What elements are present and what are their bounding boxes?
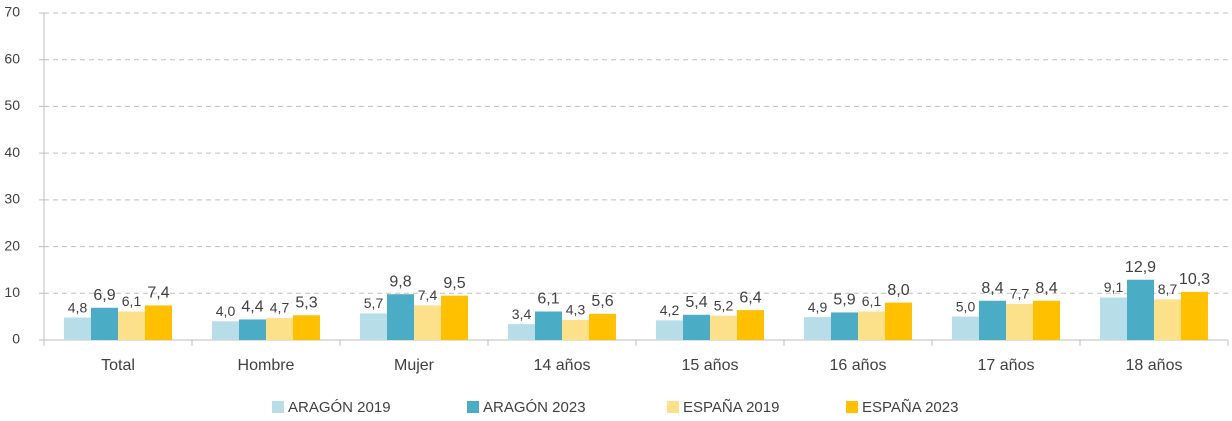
y-tick-label: 50 <box>4 97 20 113</box>
data-label: 3,4 <box>512 306 532 322</box>
bar <box>1127 279 1154 340</box>
y-tick-label: 60 <box>4 50 20 66</box>
data-label: 5,9 <box>833 292 855 309</box>
data-label: 4,9 <box>808 299 828 315</box>
data-label: 4,7 <box>270 300 290 316</box>
x-tick-label: Hombre <box>238 357 295 374</box>
bar <box>1100 297 1127 340</box>
bar <box>441 295 468 340</box>
bar <box>804 317 831 340</box>
data-label: 8,7 <box>1158 281 1178 297</box>
x-tick-label: Total <box>101 357 135 374</box>
x-tick-label: 15 años <box>682 357 739 374</box>
bar <box>212 321 239 340</box>
bar <box>535 311 562 340</box>
data-label: 8,0 <box>887 282 909 299</box>
bar <box>683 314 710 340</box>
data-label: 4,8 <box>68 299 88 315</box>
bar <box>656 320 683 340</box>
bar <box>360 313 387 340</box>
bar <box>1154 299 1181 340</box>
data-label: 5,0 <box>956 298 976 314</box>
data-label: 6,1 <box>862 293 882 309</box>
legend-swatch <box>467 401 479 413</box>
bar <box>979 300 1006 340</box>
bar <box>952 316 979 340</box>
data-label: 5,7 <box>364 295 384 311</box>
bar <box>710 315 737 340</box>
bar <box>831 312 858 340</box>
y-tick-label: 0 <box>12 331 20 347</box>
data-label: 9,8 <box>389 273 411 290</box>
x-tick-label: 18 años <box>1126 357 1183 374</box>
data-label: 7,7 <box>1010 286 1030 302</box>
bar <box>414 305 441 340</box>
bar <box>589 313 616 340</box>
y-tick-label: 70 <box>4 4 20 20</box>
data-label: 9,5 <box>443 275 465 292</box>
data-label: 6,1 <box>122 293 142 309</box>
data-label: 5,4 <box>685 294 707 311</box>
data-label: 4,2 <box>660 302 680 318</box>
y-tick-label: 30 <box>4 191 20 207</box>
data-label: 5,2 <box>714 297 734 313</box>
bar <box>1006 304 1033 340</box>
legend-label: ESPAÑA 2019 <box>683 399 779 416</box>
x-tick-label: 17 años <box>978 357 1035 374</box>
data-label: 6,4 <box>739 289 761 306</box>
data-label: 8,4 <box>981 280 1003 297</box>
data-label: 5,3 <box>295 294 317 311</box>
bar <box>1033 300 1060 340</box>
data-label: 7,4 <box>418 287 438 303</box>
bar <box>508 324 535 340</box>
legend-swatch <box>272 401 284 413</box>
data-label: 4,4 <box>241 299 263 316</box>
data-label: 10,3 <box>1179 271 1210 288</box>
data-label: 4,3 <box>566 302 586 318</box>
bar <box>293 315 320 340</box>
bar <box>858 311 885 340</box>
bar <box>64 317 91 340</box>
bar <box>885 302 912 340</box>
data-label: 4,0 <box>216 303 236 319</box>
bar <box>562 319 589 340</box>
data-label: 8,4 <box>1035 280 1057 297</box>
y-tick-label: 40 <box>4 144 20 160</box>
legend-swatch <box>667 401 679 413</box>
data-label: 7,4 <box>147 285 169 302</box>
bar <box>1181 291 1208 340</box>
bar <box>266 318 293 340</box>
data-label: 6,1 <box>537 291 559 308</box>
legend-label: ESPAÑA 2023 <box>862 399 958 416</box>
y-tick-label: 20 <box>4 237 20 253</box>
x-tick-label: Mujer <box>394 357 435 374</box>
x-tick-label: 16 años <box>830 357 887 374</box>
bar <box>118 311 145 340</box>
bar <box>387 294 414 340</box>
data-label: 6,9 <box>93 287 115 304</box>
data-label: 5,6 <box>591 293 613 310</box>
bar <box>737 310 764 340</box>
legend-label: ARAGÓN 2023 <box>483 399 586 416</box>
bar <box>145 305 172 340</box>
legend-label: ARAGÓN 2019 <box>288 399 391 416</box>
data-label: 9,1 <box>1104 279 1124 295</box>
x-tick-label: 14 años <box>534 357 591 374</box>
bar <box>91 307 118 340</box>
data-label: 12,9 <box>1125 259 1156 276</box>
bar <box>239 319 266 340</box>
legend-swatch <box>846 401 858 413</box>
y-tick-label: 10 <box>4 284 20 300</box>
